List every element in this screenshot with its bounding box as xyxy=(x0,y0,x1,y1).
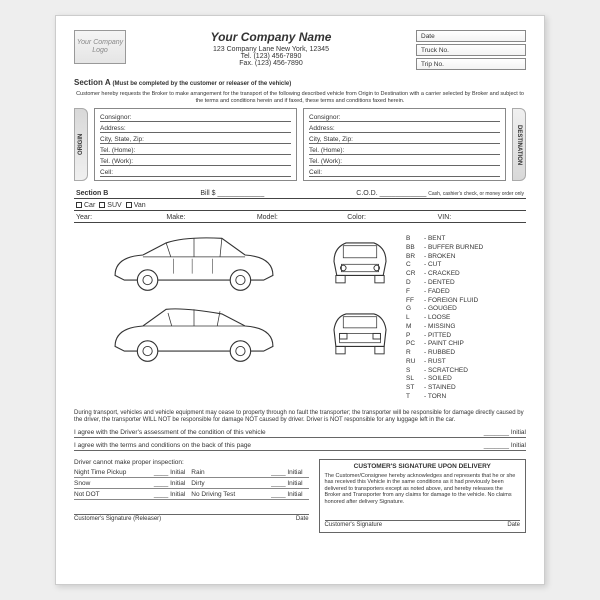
damage-legend: B - BENTBB - BUFFER BURNEDBR - BROKENC -… xyxy=(406,229,526,402)
meta-fields: Date Truck No. Trip No. xyxy=(416,30,526,72)
vehicle-spec-field[interactable]: Color: xyxy=(345,213,435,222)
contact-field[interactable]: Cell: xyxy=(309,167,500,177)
contact-field[interactable]: Consignor: xyxy=(309,112,500,122)
vehicle-type-row: CarSUVVan xyxy=(74,201,526,211)
legend-item: P - PITTED xyxy=(406,332,526,341)
origin-box: Consignor:Address:City, State, Zip:Tel. … xyxy=(94,108,297,181)
contact-field[interactable]: Address: xyxy=(100,123,291,133)
legend-item: G - GOUGED xyxy=(406,305,526,314)
contact-field[interactable]: City, State, Zip: xyxy=(100,134,291,144)
inspection-row: Night Time Pickup____ InitialRain____ In… xyxy=(74,469,309,478)
origin-destination: ORIGIN Consignor:Address:City, State, Zi… xyxy=(74,108,526,181)
contact-field[interactable]: City, State, Zip: xyxy=(309,134,500,144)
company-tel: Tel. (123) 456-7890 xyxy=(136,53,406,60)
company-address: 123 Company Lane New York, 12345 xyxy=(136,46,406,53)
legend-item: C - CUT xyxy=(406,261,526,270)
origin-tab: ORIGIN xyxy=(74,108,88,181)
vehicle-spec-field[interactable]: Model: xyxy=(255,213,345,222)
legend-item: RU - RUST xyxy=(406,358,526,367)
inspection-block: Driver cannot make proper inspection: Ni… xyxy=(74,459,309,533)
delivery-signature[interactable]: Customer's SignatureDate xyxy=(325,520,520,529)
legend-item: BR - BROKEN xyxy=(406,253,526,262)
car-side-view-left xyxy=(74,229,314,294)
bottom-section: Driver cannot make proper inspection: Ni… xyxy=(74,459,526,533)
section-b-header: Section B Bill $ ____________ C.O.D. ___… xyxy=(74,189,526,199)
vehicle-diagrams: B - BENTBB - BUFFER BURNEDBR - BROKENC -… xyxy=(74,229,526,402)
agree-line-2: I agree with the terms and conditions on… xyxy=(74,442,526,451)
company-fax: Fax. (123) 456-7890 xyxy=(136,60,406,67)
logo-placeholder: Your Company Logo xyxy=(74,30,126,64)
header: Your Company Logo Your Company Name 123 … xyxy=(74,30,526,72)
inspection-row: Snow____ InitialDirty____ Initial xyxy=(74,480,309,489)
legend-item: M - MISSING xyxy=(406,323,526,332)
releaser-signature[interactable]: Customer's Signature (Releaser)Date xyxy=(74,514,309,522)
contact-field[interactable]: Tel. (Home): xyxy=(309,145,500,155)
legend-item: SL - SOILED xyxy=(406,375,526,384)
inspection-row: Not DOT____ InitialNo Driving Test____ I… xyxy=(74,491,309,500)
section-a-fineprint: Customer hereby requests the Broker to m… xyxy=(74,91,526,104)
contact-field[interactable]: Tel. (Work): xyxy=(309,156,500,166)
vehicle-type-option[interactable]: Van xyxy=(124,201,148,210)
disclaimer-text: During transport, vehicles and vehicle e… xyxy=(74,410,526,425)
legend-item: BB - BUFFER BURNED xyxy=(406,244,526,253)
vehicle-spec-field[interactable]: Make: xyxy=(164,213,254,222)
legend-item: B - BENT xyxy=(406,235,526,244)
delivery-signature-box: CUSTOMER'S SIGNATURE UPON DELIVERY The C… xyxy=(319,459,526,533)
vehicle-spec-field[interactable]: VIN: xyxy=(436,213,526,222)
legend-item: R - RUBBED xyxy=(406,349,526,358)
section-a-label: Section A (Must be completed by the cust… xyxy=(74,78,526,87)
agree-line-1: I agree with the Driver's assessment of … xyxy=(74,429,526,438)
truck-no-field[interactable]: Truck No. xyxy=(416,44,526,56)
legend-item: T - TORN xyxy=(406,393,526,402)
vehicle-type-option[interactable]: SUV xyxy=(97,201,123,210)
legend-item: F - FADED xyxy=(406,288,526,297)
destination-tab: DESTINATION xyxy=(512,108,526,181)
legend-item: L - LOOSE xyxy=(406,314,526,323)
destination-box: Consignor:Address:City, State, Zip:Tel. … xyxy=(303,108,506,181)
legend-item: ST - STAINED xyxy=(406,384,526,393)
date-field[interactable]: Date xyxy=(416,30,526,42)
car-front-view xyxy=(320,229,400,294)
contact-field[interactable]: Tel. (Home): xyxy=(100,145,291,155)
contact-field[interactable]: Tel. (Work): xyxy=(100,156,291,166)
car-rear-view xyxy=(320,300,400,365)
company-name: Your Company Name xyxy=(136,30,406,44)
vehicle-spec-row: Year:Make:Model:Color:VIN: xyxy=(74,213,526,223)
contact-field[interactable]: Consignor: xyxy=(100,112,291,122)
legend-item: PC - PAINT CHIP xyxy=(406,340,526,349)
vehicle-spec-field[interactable]: Year: xyxy=(74,213,164,222)
legend-item: CR - CRACKED xyxy=(406,270,526,279)
bill-of-lading-form: Your Company Logo Your Company Name 123 … xyxy=(55,15,545,585)
contact-field[interactable]: Cell: xyxy=(100,167,291,177)
legend-item: D - DENTED xyxy=(406,279,526,288)
trip-no-field[interactable]: Trip No. xyxy=(416,58,526,70)
legend-item: FF - FOREIGN FLUID xyxy=(406,297,526,306)
vehicle-type-option[interactable]: Car xyxy=(74,201,97,210)
legend-item: S - SCRATCHED xyxy=(406,367,526,376)
car-side-view-right xyxy=(74,300,314,365)
contact-field[interactable]: Address: xyxy=(309,123,500,133)
company-info: Your Company Name 123 Company Lane New Y… xyxy=(136,30,406,72)
